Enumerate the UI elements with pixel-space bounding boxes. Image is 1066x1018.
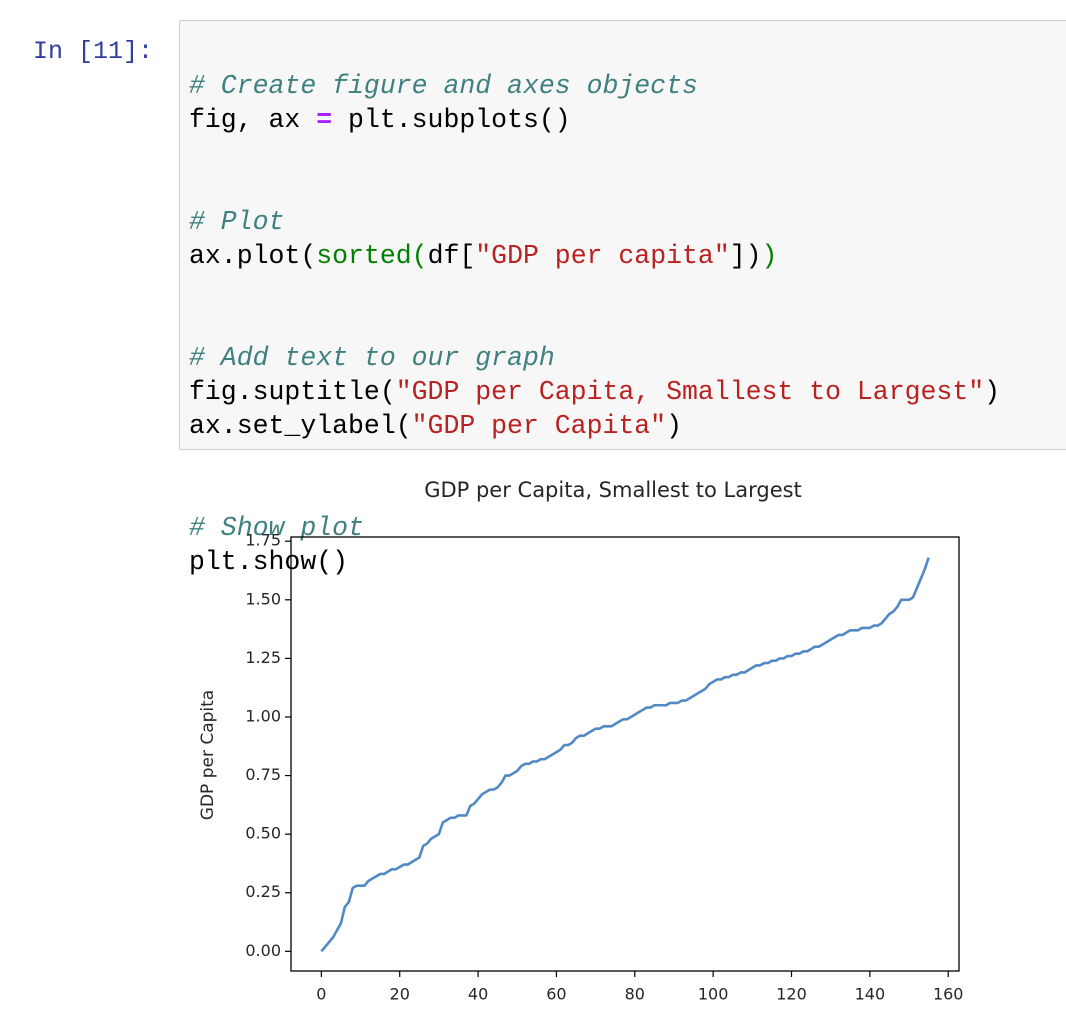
code: # Create figure and axes objects fig, ax … xyxy=(189,35,1000,647)
code-block: # Show plot plt.show() xyxy=(189,511,1000,579)
y-tick-label: 0.25 xyxy=(245,882,281,901)
x-tick-label: 80 xyxy=(625,985,645,1004)
y-tick-label: 1.00 xyxy=(245,706,281,725)
code-token: ax.plot( xyxy=(189,241,317,271)
code-token: fig, ax xyxy=(189,105,317,135)
y-tick-label: 0.50 xyxy=(245,824,281,843)
code-token: ax.set_ylabel( xyxy=(189,411,412,441)
code-token: ]) xyxy=(729,241,762,271)
y-axis-label: GDP per Capita xyxy=(198,690,218,820)
x-tick-label: 0 xyxy=(316,985,326,1004)
code-token: ) xyxy=(666,411,682,441)
operator: = xyxy=(316,105,333,135)
code-line: ax.set_ylabel("GDP per Capita") xyxy=(189,409,1000,443)
code-line: ax.plot(sorted(df["GDP per capita"])) xyxy=(189,239,1000,273)
y-tick-label: 0.00 xyxy=(245,941,281,960)
code-token: plt.subplots() xyxy=(332,105,571,135)
x-tick-label: 120 xyxy=(776,985,807,1004)
code-line: # Add text to our graph xyxy=(189,341,1000,375)
x-tick-label: 100 xyxy=(698,985,729,1004)
x-tick-label: 140 xyxy=(855,985,886,1004)
plot-frame xyxy=(290,536,960,972)
code-block: # Create figure and axes objects fig, ax … xyxy=(189,69,1000,137)
bracket: ( xyxy=(411,241,428,271)
x-tick-label: 40 xyxy=(468,985,488,1004)
code-cell[interactable] xyxy=(179,20,1066,450)
comment: # Show plot xyxy=(189,513,364,543)
y-tick-label: 1.50 xyxy=(245,589,281,608)
builtin: sorted xyxy=(316,241,412,271)
x-tick-label: 20 xyxy=(390,985,410,1004)
comment: # Create figure and axes objects xyxy=(189,71,698,101)
code-line: # Create figure and axes objects xyxy=(189,69,1000,103)
code-token: ) xyxy=(984,377,1001,407)
code-token: plt.show() xyxy=(189,547,349,577)
comment: # Add text to our graph xyxy=(189,343,555,373)
x-tick-label: 60 xyxy=(546,985,566,1004)
code-line: # Plot xyxy=(189,205,1000,239)
y-tick-label: 1.75 xyxy=(245,531,281,550)
chart-title: GDP per Capita, Smallest to Largest xyxy=(424,478,802,502)
code-block: # Plot ax.plot(sorted(df["GDP per capita"… xyxy=(189,205,1000,273)
code-line: plt.show() xyxy=(189,545,1000,579)
x-tick-label: 160 xyxy=(933,985,964,1004)
code-token: df[ xyxy=(427,241,476,271)
bracket: ) xyxy=(761,241,778,271)
code-line: # Show plot xyxy=(189,511,1000,545)
string: "GDP per Capita" xyxy=(411,411,667,441)
data-line xyxy=(320,557,930,953)
code-line: fig, ax = plt.subplots() xyxy=(189,103,1000,137)
code-line: fig.suptitle("GDP per Capita, Smallest t… xyxy=(189,375,1000,409)
code-block: # Add text to our graph fig.suptitle("GDP… xyxy=(189,341,1000,443)
cell-prompt: In [11]: xyxy=(33,37,154,66)
string: "GDP per Capita, Smallest to Largest" xyxy=(395,377,985,407)
y-tick-label: 0.75 xyxy=(245,765,281,784)
code-token: fig.suptitle( xyxy=(189,377,396,407)
comment: # Plot xyxy=(189,207,285,237)
string: "GDP per capita" xyxy=(475,241,730,271)
y-tick-label: 1.25 xyxy=(245,648,281,667)
